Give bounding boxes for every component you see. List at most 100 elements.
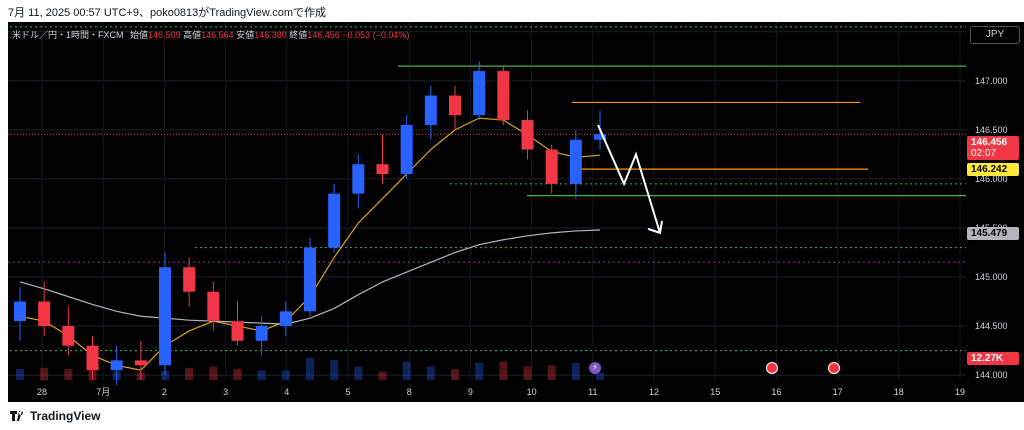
time-tick-label: 28 [37,387,47,397]
candle-body [497,71,510,121]
volume-bar [281,370,290,380]
volume-bar [40,367,49,380]
volume-bar [64,369,73,380]
time-tick-label: 12 [649,387,659,397]
candles [14,61,606,385]
volume-bar [475,362,484,380]
volume-bar [185,367,194,380]
currency-label: JPY [985,29,1005,40]
legend-close-value: 146.456 [307,30,340,40]
currency-button[interactable]: JPY [970,26,1020,44]
price-tick-label: 146.500 [975,125,1008,135]
candle-body [569,139,582,184]
legend-close-label: 終値 [289,30,308,40]
candle-body [352,164,365,194]
time-tick-label: 16 [771,387,781,397]
candle-body [255,326,268,341]
chart-caption: 7月 11, 2025 00:57 UTC+9、poko0813がTrading… [8,7,327,19]
candle-body [328,193,341,248]
time-tick-label: 3 [223,387,228,397]
candle-body [183,267,196,292]
ma-slow-value: 145.479 [971,228,1008,239]
volume-bar [16,369,24,380]
volume-bar [523,366,532,380]
volume-bars [16,357,604,380]
projection-arrow [597,124,663,235]
legend-symbol: 米ドル／円・1時間・FXCM [12,30,124,40]
time-tick-label: 4 [284,387,289,397]
time-tick-label: 9 [468,387,473,397]
candle-body [62,326,75,346]
volume-bar [596,372,604,380]
time-tick-label: 7月 [96,387,110,397]
ma-slow-tag: 145.479 [967,227,1019,240]
time-tick-label: 11 [588,387,597,397]
legend-high-label: 高値 [183,30,202,40]
candle-body [110,360,123,371]
volume-bar [306,357,314,380]
volume-bar [257,370,266,380]
volume-bar [402,361,411,380]
volume-bar [426,366,435,380]
tradingview-logo[interactable]: TradingView [10,409,100,423]
projection-arrowhead [647,220,663,235]
legend-low-label: 安値 [236,30,255,40]
candle-body [207,291,220,322]
volume-bar [451,369,459,380]
time-tick-label: 2 [162,387,167,397]
price-tick-label: 144.000 [975,370,1008,380]
price-tick-label: 144.500 [975,321,1008,331]
us-flag-event-icon[interactable] [766,362,778,374]
candle-body [594,134,606,140]
candle-body [545,149,558,184]
candle-body [38,301,51,327]
grid-lines [8,22,966,380]
time-axis[interactable] [8,380,966,402]
time-tick-label: 17 [833,387,843,397]
price-tick-label: 146.000 [975,174,1008,184]
candle-body [279,311,292,327]
legend-open-value: 146.509 [148,30,181,40]
candlestick-chart[interactable]: 147.500147.000146.500146.000145.500145.0… [0,0,1024,402]
axis-labels: 147.500147.000146.500146.000145.500145.0… [37,27,1008,397]
volume-bar [330,360,339,380]
volume-tag: 12.27K [967,352,1019,365]
volume-bar [571,362,580,380]
candle-body [304,247,316,312]
time-tick-label: 15 [710,387,720,397]
volume-bar [209,366,218,380]
footer: TradingView [0,402,1024,430]
axis-corner [966,380,1024,402]
candle-body [521,120,534,150]
lightning-event-icon[interactable]: ⚡ [589,362,601,374]
volume-bar [161,371,169,380]
last-price-tag: 146.456 02:07 [967,136,1019,160]
us-flag-event-icon[interactable] [828,362,840,374]
chart-caption-bar: 7月 11, 2025 00:57 UTC+9、poko0813がTrading… [0,0,1024,20]
candle-body [14,301,26,322]
time-tick-label: 8 [407,387,412,397]
volume-bar [233,369,242,380]
candle-body [400,124,413,175]
volume-bar [499,361,508,380]
candle-body [473,71,486,116]
legend-change: −0.053 (−0.04%) [342,30,410,40]
volume-value: 12.27K [971,353,1004,364]
ma-slow-line [19,229,601,325]
horizontal-levels [8,26,966,352]
volume-bar [354,366,363,380]
time-tick-label: 18 [894,387,904,397]
candle-body [231,321,244,341]
last-price-value: 146.456 [971,137,1008,148]
candle-body [159,267,171,366]
projection-path [597,124,661,234]
price-axis[interactable] [966,22,1024,380]
ma-fast-value: 146.242 [971,164,1008,175]
legend-open-label: 始値 [130,30,149,40]
candle-body [424,95,437,125]
candle-body [376,164,389,175]
chart-legend: 米ドル／円・1時間・FXCM 始値146.509 高値146.564 安値146… [12,28,409,41]
tradingview-logo-icon [10,411,24,421]
candle-body [86,345,99,371]
ma-fast-tag: 146.242 [967,163,1019,176]
